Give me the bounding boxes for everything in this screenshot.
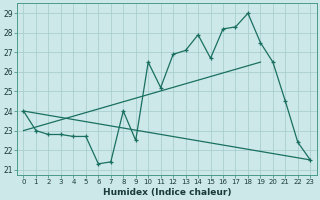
X-axis label: Humidex (Indice chaleur): Humidex (Indice chaleur): [103, 188, 231, 197]
